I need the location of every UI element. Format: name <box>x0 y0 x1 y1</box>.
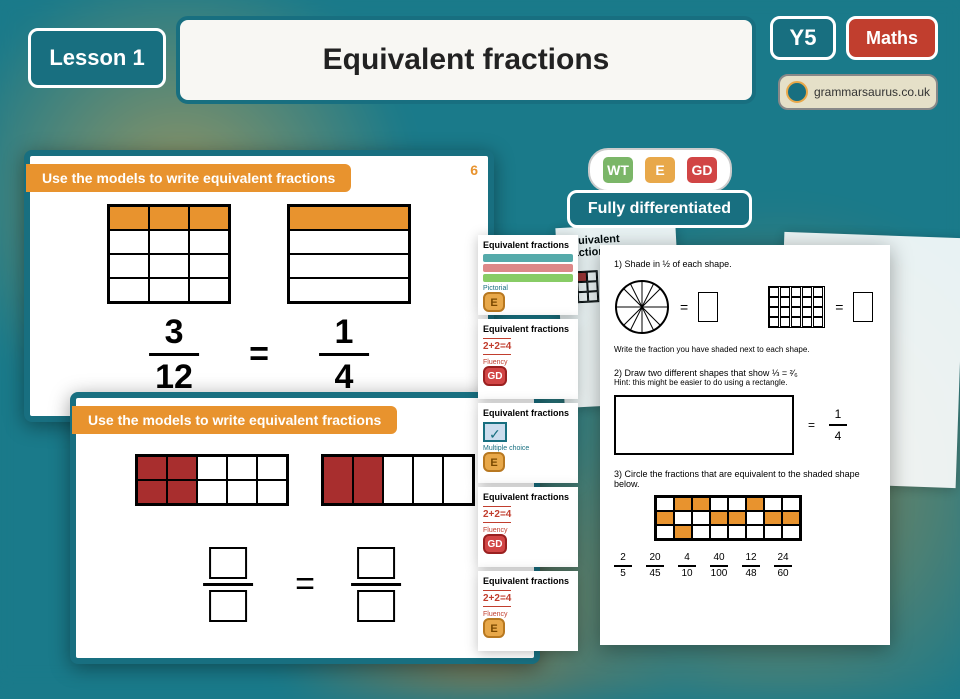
numerator: 3 <box>165 315 184 349</box>
differentiation-label: Fully differentiated <box>567 190 752 228</box>
equals-sign: = <box>249 335 269 374</box>
q1-text: 1) Shade in ½ of each shape. <box>614 259 876 269</box>
e-badge-small: E <box>483 452 505 472</box>
slide2-models <box>135 454 475 506</box>
model-1-4 <box>287 204 411 304</box>
card-fluency-gd: Equivalent fractions 2+2=4 Fluency GD <box>478 319 578 399</box>
card-multiple-choice: Equivalent fractions ✓ Multiple choice E <box>478 403 578 483</box>
q2-hint: Hint: this might be easier to do using a… <box>614 378 876 387</box>
card-title: Equivalent fractions <box>483 324 573 334</box>
card-type: Multiple choice <box>483 445 573 452</box>
fraction-right: 1 4 <box>319 315 369 394</box>
card-type: Fluency <box>483 527 573 534</box>
card-title: Equivalent fractions <box>483 576 573 586</box>
fraction-left: 3 12 <box>149 315 199 394</box>
denominator: 4 <box>334 360 353 394</box>
empty-fraction-left <box>209 547 253 622</box>
slide1-equation: 3 12 = 1 4 <box>149 315 369 394</box>
title-panel: Equivalent fractions <box>176 16 756 104</box>
slide1-models <box>107 204 411 304</box>
card-type: Fluency <box>483 359 573 366</box>
q1-note: Write the fraction you have shaded next … <box>614 345 876 354</box>
e-badge: E <box>642 154 678 186</box>
differentiation-badges: WT E GD <box>588 148 732 192</box>
card-type: Pictorial <box>483 285 573 292</box>
side-cards: Equivalent fractions Pictorial E Equival… <box>478 235 578 651</box>
worksheets-stack: 2/4 2/6 Equivalent fractions Equivalent … <box>490 225 960 685</box>
slide-number: 6 <box>470 162 478 178</box>
card-title: Equivalent fractions <box>483 240 573 250</box>
drawing-box <box>614 395 794 455</box>
gd-badge-small: GD <box>483 366 507 386</box>
empty-fraction-right <box>357 547 401 622</box>
brand-badge: grammarsaurus.co.uk <box>778 74 938 110</box>
main-worksheet: 1) Shade in ½ of each shape. = <box>600 245 890 645</box>
equals-sign: = <box>295 565 315 604</box>
slide-ribbon: Use the models to write equivalent fract… <box>26 164 351 192</box>
numerator: 1 <box>334 315 353 349</box>
card-fluency-gd2: Equivalent fractions 2+2=4 Fluency GD <box>478 487 578 567</box>
year-badge: Y5 <box>770 16 836 60</box>
side-fraction: 1 4 <box>829 408 847 442</box>
card-fluency-e: Equivalent fractions 2+2=4 Fluency E <box>478 571 578 651</box>
brand-text: grammarsaurus.co.uk <box>814 85 930 99</box>
circle-fraction-icon <box>614 279 670 335</box>
q3-grid <box>654 495 802 541</box>
q3-text: 3) Circle the fractions that are equival… <box>614 469 876 489</box>
denominator: 12 <box>155 360 193 394</box>
slide-ribbon: Use the models to write equivalent fract… <box>72 406 397 434</box>
subject-badge: Maths <box>846 16 938 60</box>
card-title: Equivalent fractions <box>483 408 573 418</box>
slide-6: Use the models to write equivalent fract… <box>24 150 494 422</box>
card-title: Equivalent fractions <box>483 492 573 502</box>
model-4-10 <box>135 454 289 506</box>
gd-badge: GD <box>684 154 720 186</box>
wt-badge: WT <box>600 154 636 186</box>
q2-text: 2) Draw two different shapes that show ⅓… <box>614 368 876 378</box>
card-type: Fluency <box>483 611 573 618</box>
slide-7: Use the models to write equivalent fract… <box>70 392 540 664</box>
fraction-options: 25 2045 410 40100 1248 2460 <box>614 553 876 579</box>
model-3-12 <box>107 204 231 304</box>
lesson-badge: Lesson 1 <box>28 28 166 88</box>
card-pictorial: Equivalent fractions Pictorial E <box>478 235 578 315</box>
slide2-answer-boxes: = <box>209 547 401 622</box>
model-2-5 <box>321 454 475 506</box>
e-badge-small: E <box>483 618 505 638</box>
gd-badge-small: GD <box>483 534 507 554</box>
e-badge-small: E <box>483 292 505 312</box>
